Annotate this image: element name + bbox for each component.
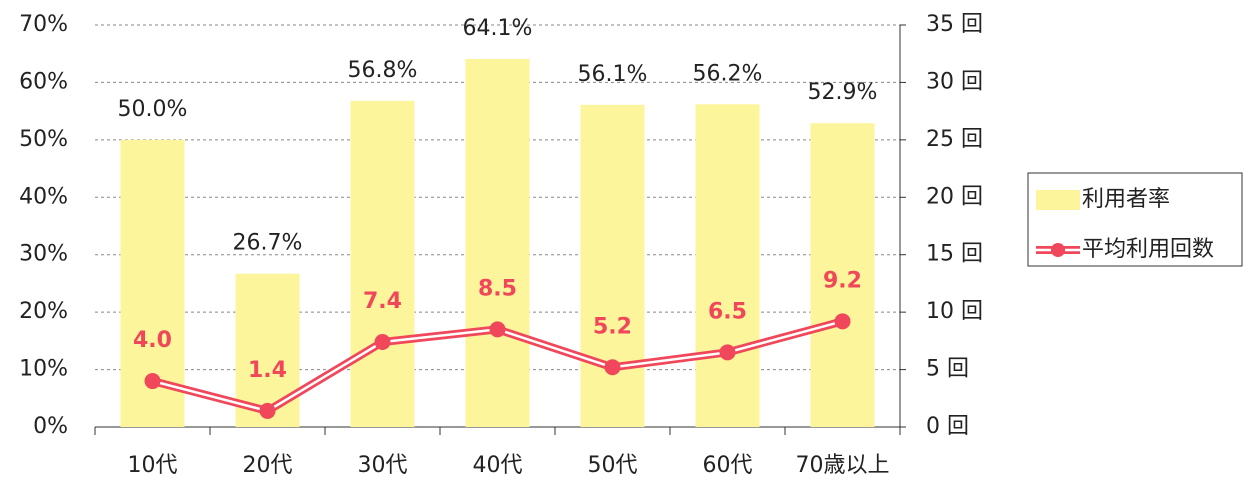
y2-tick-label: 30 回 (926, 69, 983, 94)
y-tick-label: 50% (19, 127, 68, 152)
x-tick-label: 70歳以上 (796, 453, 890, 478)
x-tick-label: 20代 (243, 453, 293, 478)
bar-value-label: 56.2% (693, 61, 763, 86)
y2-tick-label: 35 回 (926, 12, 983, 37)
y-tick-label: 40% (19, 184, 68, 209)
bar (695, 104, 760, 427)
x-tick-label: 40代 (473, 453, 523, 478)
line-value-label: 6.5 (708, 299, 747, 324)
x-tick-label: 30代 (358, 453, 408, 478)
line-value-label: 9.2 (823, 268, 862, 293)
legend-label: 平均利用回数 (1082, 237, 1214, 262)
line-value-label: 7.4 (363, 289, 402, 314)
bar-value-label: 64.1% (463, 16, 533, 41)
y-tick-label: 60% (19, 69, 68, 94)
y2-tick-label: 25 回 (926, 127, 983, 152)
bar-value-label: 52.9% (808, 80, 878, 105)
line-point (144, 373, 161, 390)
line-point (834, 313, 851, 330)
y-tick-label: 20% (19, 299, 68, 324)
bar-value-label: 56.8% (348, 58, 418, 83)
y2-tick-label: 0 回 (926, 414, 969, 439)
legend-swatch (1036, 190, 1080, 210)
line-point (259, 402, 276, 419)
legend-point (1051, 243, 1065, 257)
line-point (604, 359, 621, 376)
y-tick-label: 0% (33, 414, 68, 439)
bar-value-label: 50.0% (118, 97, 188, 122)
y-tick-label: 10% (19, 357, 68, 382)
line-value-label: 4.0 (133, 328, 172, 353)
line-value-label: 1.4 (248, 358, 287, 383)
bar (580, 104, 645, 427)
y2-tick-label: 10 回 (926, 299, 983, 324)
bar (350, 100, 415, 427)
bar-value-label: 26.7% (233, 231, 303, 256)
legend-label: 利用者率 (1082, 187, 1170, 212)
line-value-label: 5.2 (593, 314, 632, 339)
bar (810, 123, 875, 428)
y2-tick-label: 5 回 (926, 357, 969, 382)
line-point (374, 334, 391, 351)
bar-value-label: 56.1% (578, 62, 648, 87)
y2-tick-label: 15 回 (926, 242, 983, 267)
y-tick-label: 30% (19, 242, 68, 267)
line-point (489, 321, 506, 338)
y2-tick-label: 20 回 (926, 184, 983, 209)
x-tick-label: 50代 (588, 453, 638, 478)
y-tick-label: 70% (19, 12, 68, 37)
bar (465, 58, 530, 427)
line-value-label: 8.5 (478, 276, 517, 301)
x-tick-label: 60代 (703, 453, 753, 478)
line-point (719, 344, 736, 361)
x-tick-label: 10代 (128, 453, 178, 478)
